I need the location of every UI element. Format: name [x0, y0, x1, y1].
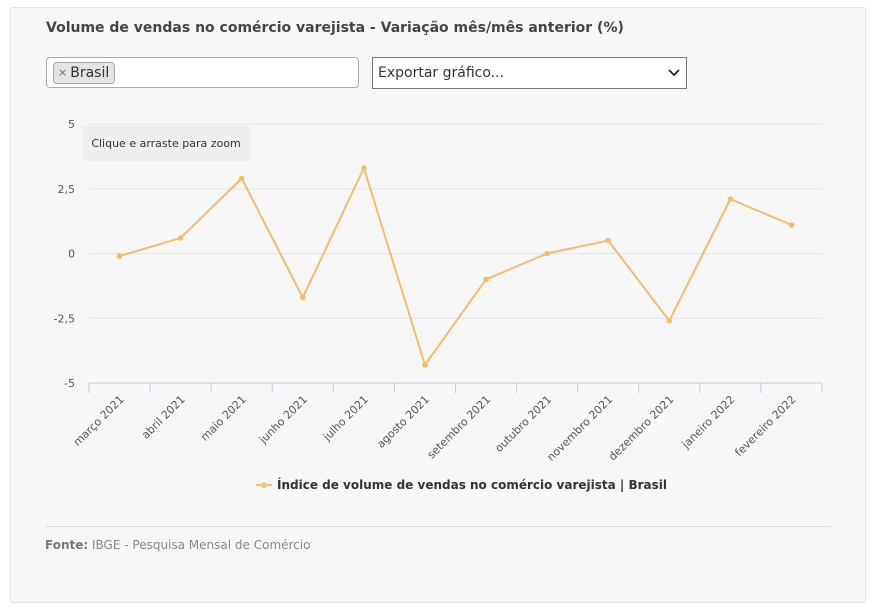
data-point — [422, 362, 428, 368]
data-point — [788, 222, 795, 228]
remove-chip-icon[interactable]: × — [58, 66, 68, 79]
chart-title: Volume de vendas no comércio varejista -… — [46, 20, 624, 36]
footer-divider — [45, 526, 831, 527]
data-point — [361, 165, 367, 171]
region-chip[interactable]: × Brasil — [53, 62, 116, 84]
x-tick-label: dezembro 2021 — [606, 393, 676, 463]
x-tick-label: setembro 2021 — [425, 393, 493, 461]
data-point — [238, 175, 245, 182]
data-point — [605, 237, 612, 244]
legend-marker — [261, 482, 267, 488]
export-select-label: Exportar gráfico... — [378, 65, 505, 81]
x-tick-label: março 2021 — [71, 393, 127, 449]
chart-card: Volume de vendas no comércio varejista -… — [10, 7, 866, 603]
y-tick-label: 5 — [68, 118, 75, 131]
data-point — [483, 276, 489, 283]
data-point — [544, 250, 550, 257]
x-tick-label: janeiro 2022 — [679, 393, 738, 452]
y-tick-label: 2,5 — [58, 183, 76, 196]
series-line — [119, 167, 792, 366]
data-point — [666, 318, 673, 324]
chevron-down-icon — [668, 58, 680, 99]
source-text: IBGE - Pesquisa Mensal de Comércio — [88, 538, 311, 552]
x-tick-label: maio 2021 — [198, 393, 249, 444]
y-tick-label: -5 — [64, 377, 75, 390]
source-label: Fonte: — [45, 538, 89, 552]
x-tick-label: outubro 2021 — [492, 393, 554, 455]
source-note: Fonte: IBGE - Pesquisa Mensal de Comérci… — [45, 538, 310, 552]
x-tick-label: fevereiro 2022 — [732, 393, 798, 459]
y-tick-label: -2,5 — [54, 312, 75, 325]
legend-label[interactable]: Índice de volume de vendas no comércio v… — [277, 477, 667, 492]
data-point — [116, 253, 123, 259]
x-tick-label: julho 2021 — [320, 393, 371, 444]
x-tick-label: novembro 2021 — [544, 393, 615, 464]
x-tick-label: junho 2021 — [256, 393, 310, 447]
region-filter-input[interactable]: × Brasil — [46, 57, 359, 88]
region-chip-label: Brasil — [70, 65, 110, 81]
x-tick-label: agosto 2021 — [374, 393, 432, 451]
data-point — [299, 294, 306, 301]
data-point — [727, 196, 734, 202]
export-chart-select[interactable]: Exportar gráfico... — [372, 57, 687, 89]
data-point — [177, 235, 184, 241]
y-tick-label: 0 — [68, 248, 75, 261]
x-tick-label: abril 2021 — [139, 393, 188, 442]
zoom-hint: Clique e arraste para zoom — [82, 126, 250, 161]
